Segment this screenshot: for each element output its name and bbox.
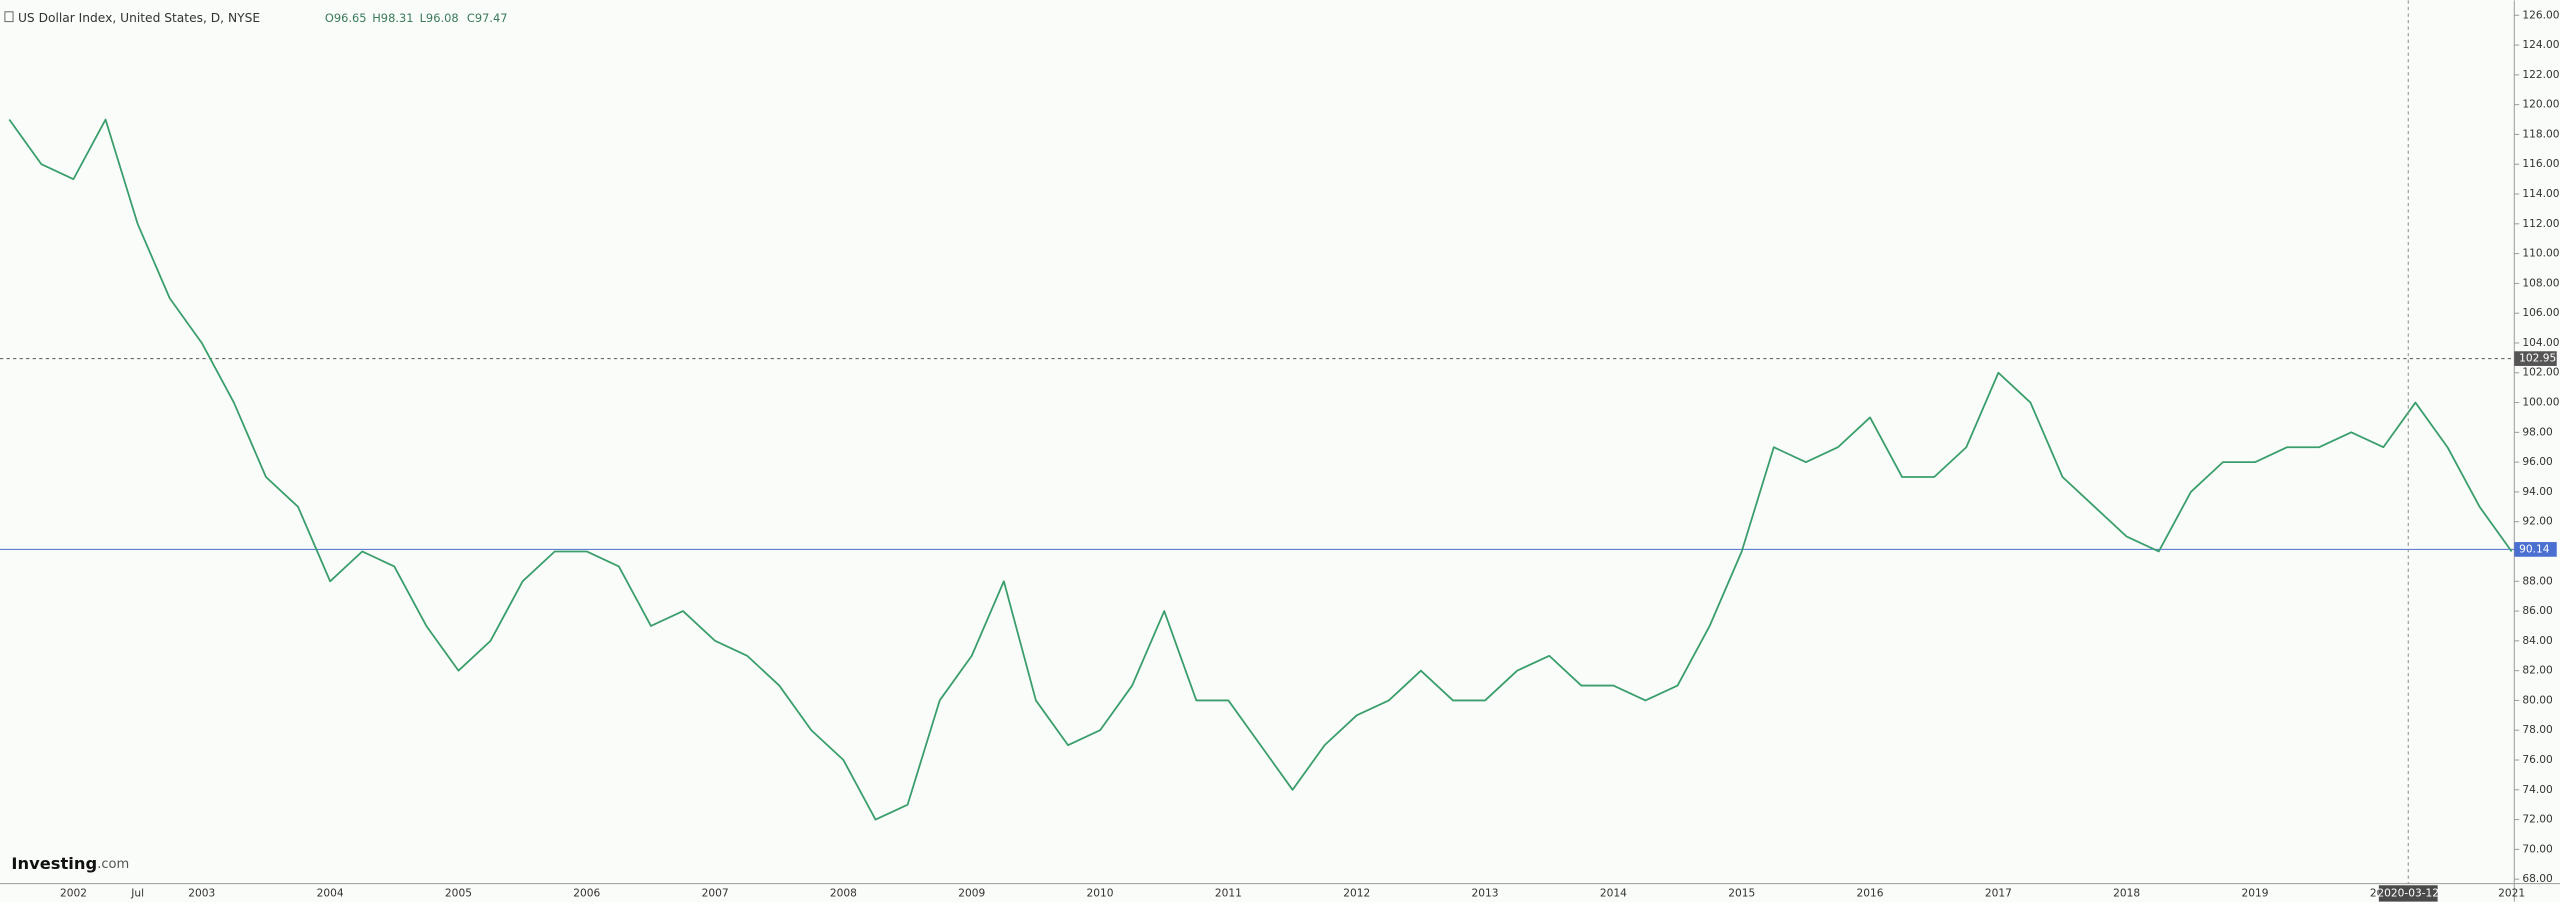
price-label: 102.95 — [2519, 352, 2556, 365]
y-tick-label: 124.00 — [2522, 38, 2559, 51]
x-tick-label: 2017 — [1985, 886, 2012, 899]
y-tick-label: 70.00 — [2522, 842, 2553, 855]
crosshair-label-box — [2378, 885, 2438, 902]
x-tick-label: 2007 — [702, 886, 729, 899]
y-tick-label: 108.00 — [2522, 276, 2559, 289]
y-tick-label: 92.00 — [2522, 515, 2553, 528]
y-tick-label: 102.00 — [2522, 366, 2559, 379]
price-label-box — [2514, 542, 2557, 557]
y-tick-label: 72.00 — [2522, 813, 2553, 826]
y-tick-label: 118.00 — [2522, 127, 2559, 140]
y-tick-label: 110.00 — [2522, 247, 2559, 260]
y-tick-label: 88.00 — [2522, 574, 2553, 587]
y-tick-label: 78.00 — [2522, 723, 2553, 736]
logo: Investing.com — [11, 854, 129, 873]
header-title: US Dollar Index, United States, D, NYSE — [18, 11, 260, 25]
x-tick-label: 2011 — [1215, 886, 1242, 899]
y-tick-label: 68.00 — [2522, 872, 2553, 885]
x-tick-label: 2015 — [1728, 886, 1755, 899]
y-tick-label: 76.00 — [2522, 753, 2553, 766]
price-line — [8, 118, 2513, 821]
y-tick-label: 82.00 — [2522, 664, 2553, 677]
x-tick-label: 2016 — [1857, 886, 1884, 899]
x-tick-label: Jul — [130, 886, 144, 899]
x-tick-label: 2008 — [830, 886, 857, 899]
y-tick-label: 120.00 — [2522, 98, 2559, 111]
logo-suffix: .com — [97, 857, 129, 872]
x-tick-label: 2009 — [958, 886, 985, 899]
x-tick-label: 2019 — [2242, 886, 2269, 899]
y-tick-label: 122.00 — [2522, 68, 2559, 81]
header-close: C97.47 — [467, 11, 508, 25]
header-icon — [4, 11, 14, 23]
y-tick-label: 112.00 — [2522, 217, 2559, 230]
price-label-box — [2514, 351, 2557, 366]
y-tick-label: 126.00 — [2522, 8, 2559, 21]
x-tick-label: 2018 — [2113, 886, 2140, 899]
x-tick-label: 2005 — [445, 886, 472, 899]
crosshair-label: 2020-03-12 — [2377, 886, 2439, 899]
x-tick-label: 2003 — [188, 886, 215, 899]
y-tick-label: 98.00 — [2522, 425, 2553, 438]
x-tick-label: 2021 — [2498, 886, 2525, 899]
y-tick-label: 104.00 — [2522, 336, 2559, 349]
y-tick-label: 86.00 — [2522, 604, 2553, 617]
y-tick-label: 100.00 — [2522, 396, 2559, 409]
x-tick-label: 2006 — [573, 886, 600, 899]
header-open: O96.65 — [325, 11, 367, 25]
y-tick-label: 116.00 — [2522, 157, 2559, 170]
x-tick-label: 2012 — [1343, 886, 1370, 899]
x-tick-label: 2014 — [1600, 886, 1627, 899]
x-tick-label: 2010 — [1087, 886, 1114, 899]
y-tick-label: 94.00 — [2522, 485, 2553, 498]
y-tick-label: 80.00 — [2522, 693, 2553, 706]
header-high: H98.31 — [372, 11, 413, 25]
y-tick-label: 96.00 — [2522, 455, 2553, 468]
y-tick-label: 84.00 — [2522, 634, 2553, 647]
price-label: 90.14 — [2519, 542, 2550, 555]
y-tick-label: 106.00 — [2522, 306, 2559, 319]
header-low: L96.08 — [420, 11, 459, 25]
y-tick-label: 74.00 — [2522, 783, 2553, 796]
header: US Dollar Index, United States, D, NYSE … — [4, 11, 508, 25]
y-tick-label: 114.00 — [2522, 187, 2559, 200]
x-tick-label: 2004 — [317, 886, 344, 899]
logo-brand: Investing — [11, 854, 97, 873]
x-tick-label: 2002 — [60, 886, 87, 899]
x-tick-label: 2013 — [1472, 886, 1499, 899]
